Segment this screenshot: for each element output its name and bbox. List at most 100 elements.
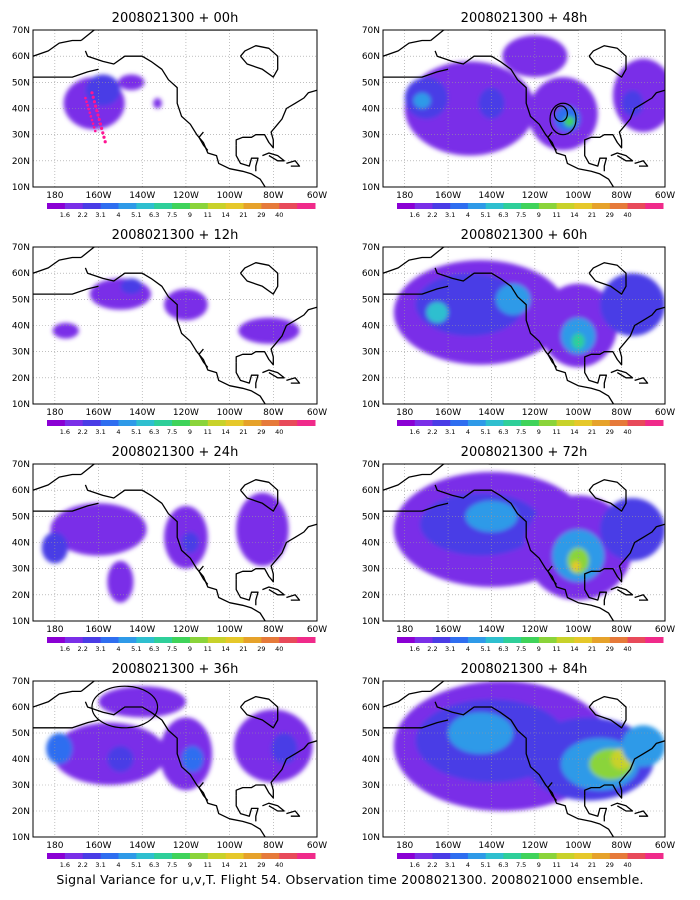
colorbar-label: 40	[623, 211, 631, 219]
lat-label: 10N	[362, 617, 380, 627]
coastline	[588, 695, 627, 729]
colorbar-segment	[397, 853, 416, 859]
lat-label: 30N	[12, 348, 30, 358]
coastline	[262, 802, 285, 812]
colorbar-label: 9	[537, 861, 541, 869]
colorbar-segment	[297, 637, 316, 643]
colorbar-label: 2.2	[78, 645, 88, 653]
coastline	[240, 695, 279, 729]
colorbar-label: 4	[116, 211, 120, 219]
lat-label: 20N	[362, 374, 380, 384]
colorbar-label: 4	[466, 428, 470, 436]
lat-label: 20N	[362, 807, 380, 817]
colorbar-label: 6.3	[149, 211, 159, 219]
colorbar-label: 7.5	[167, 861, 177, 869]
colorbar-segment	[414, 420, 433, 426]
coastline	[33, 285, 99, 295]
coastline	[198, 131, 209, 151]
panel-title: 2008021300 + 72h	[461, 445, 588, 460]
variance-region	[107, 560, 134, 603]
colorbar-segment	[538, 203, 558, 209]
colorbar-label: 1.6	[410, 645, 420, 653]
colorbar-segment	[485, 637, 504, 643]
colorbar-segment	[243, 853, 262, 859]
flight-track-point	[101, 131, 105, 135]
colorbar-segment	[574, 420, 593, 426]
flight-track-point	[91, 95, 95, 99]
coastline	[434, 50, 615, 187]
colorbar-segment	[64, 637, 84, 643]
coastline	[33, 39, 82, 57]
variance-region	[153, 98, 162, 109]
colorbar-label: 2.2	[78, 211, 88, 219]
coastline	[588, 45, 627, 78]
colorbar-label: 2.2	[427, 211, 437, 219]
colorbar-label: 21	[588, 211, 596, 219]
variance-region	[413, 92, 431, 109]
colorbar-label: 40	[623, 645, 631, 653]
colorbar-label: 7.5	[167, 428, 177, 436]
colorbar-label: 29	[257, 211, 265, 219]
colorbar-segment	[100, 637, 119, 643]
colorbar-segment	[154, 853, 173, 859]
colorbar-segment	[414, 853, 433, 859]
lat-label: 50N	[362, 78, 380, 88]
lon-label: 60W	[307, 841, 327, 851]
lat-label: 20N	[362, 591, 380, 601]
colorbar-segment	[100, 203, 119, 209]
variance-region	[236, 492, 289, 567]
colorbar-label: 4	[116, 861, 120, 869]
colorbar-segment	[521, 637, 540, 643]
flight-track-point	[97, 117, 101, 122]
colorbar-label: 5.1	[480, 645, 490, 653]
colorbar-segment	[154, 420, 173, 426]
coastline	[383, 473, 431, 491]
panel-title: 2008021300 + 48h	[461, 11, 588, 26]
lon-label: 80W	[263, 191, 283, 201]
lon-label: 80W	[263, 625, 283, 635]
lon-label: 100W	[217, 191, 243, 201]
coastline	[239, 262, 279, 295]
lat-label: 10N	[12, 833, 30, 843]
colorbar-label: 2.2	[427, 861, 437, 869]
colorbar-label: 7.5	[167, 645, 177, 653]
colorbar-segment	[261, 420, 280, 426]
colorbar-segment	[467, 637, 487, 643]
lat-label: 70N	[362, 26, 380, 36]
lon-label: 160W	[435, 625, 461, 635]
colorbar-segment	[645, 853, 664, 859]
lat-label: 30N	[362, 131, 380, 141]
lon-label: 60W	[307, 625, 327, 635]
colorbar-segment	[574, 853, 593, 859]
colorbar-segment	[592, 203, 611, 209]
colorbar-label: 7.5	[516, 645, 526, 653]
coastline	[383, 39, 431, 57]
coastline	[634, 594, 649, 601]
colorbar-label: 29	[606, 645, 614, 653]
colorbar-label: 6.3	[149, 428, 159, 436]
lon-label: 100W	[565, 625, 591, 635]
lon-label: 100W	[565, 408, 591, 418]
colorbar-segment	[556, 637, 575, 643]
colorbar-segment	[627, 203, 646, 209]
coastline	[584, 740, 665, 799]
colorbar-segment	[297, 203, 316, 209]
colorbar-label: 3.1	[95, 211, 105, 219]
colorbar-label: 9	[188, 428, 192, 436]
colorbar-label: 29	[606, 428, 614, 436]
lon-label: 140W	[478, 625, 504, 635]
lat-label: 50N	[12, 78, 30, 88]
variance-region	[502, 35, 568, 78]
lat-label: 60N	[12, 52, 30, 62]
coastline	[235, 579, 259, 606]
colorbar-segment	[450, 637, 469, 643]
variance-region	[495, 283, 531, 316]
coastline	[286, 160, 301, 167]
coastline	[235, 89, 317, 149]
coastline	[584, 306, 665, 366]
lat-label: 60N	[362, 486, 380, 496]
coastline	[383, 690, 431, 708]
